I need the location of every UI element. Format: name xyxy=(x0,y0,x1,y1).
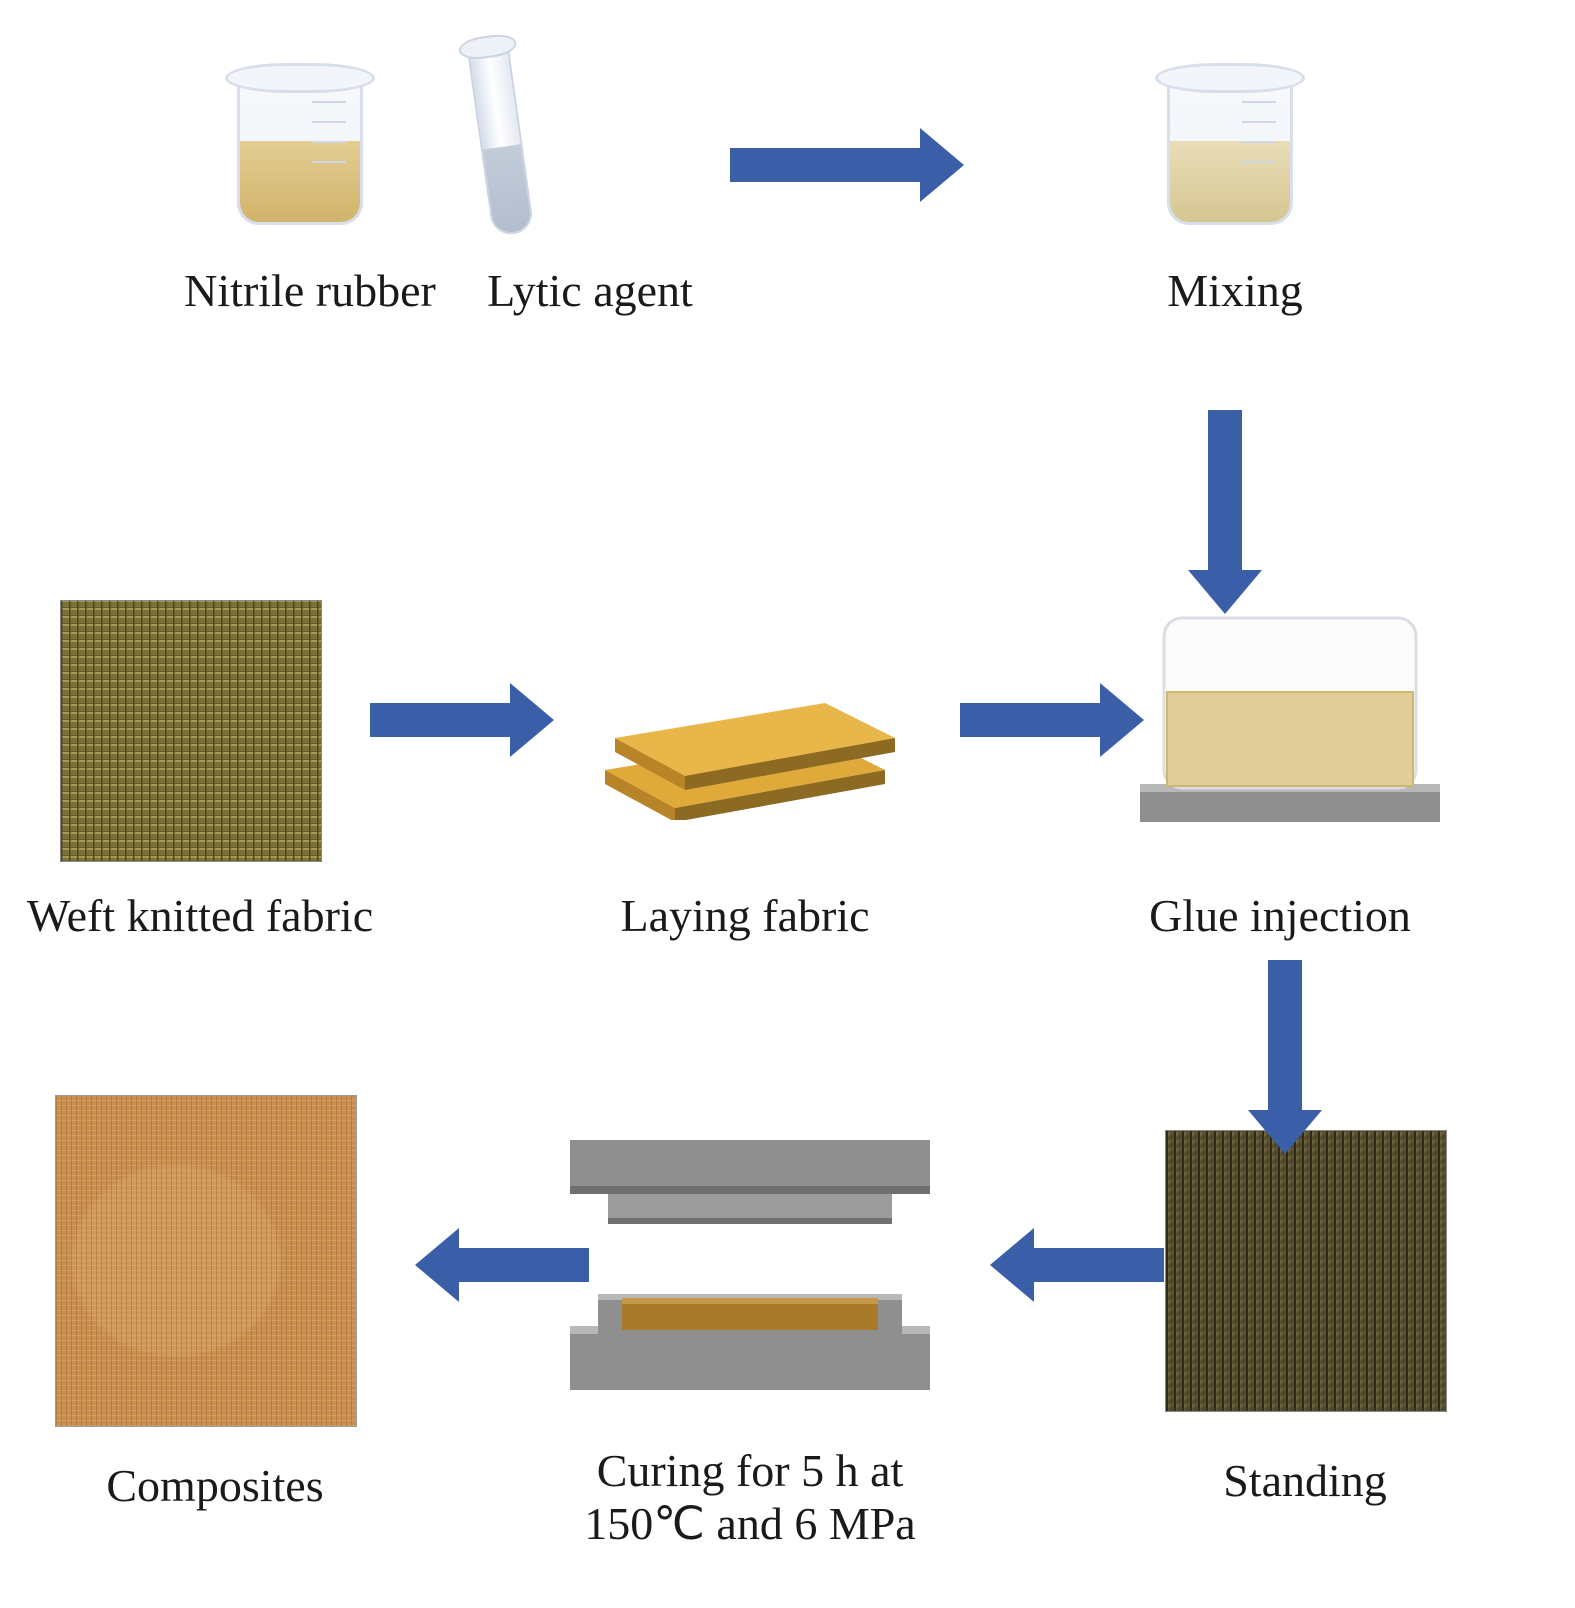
composites-label: Composites xyxy=(75,1460,355,1513)
mixing-beaker xyxy=(1155,55,1305,225)
composites-swatch xyxy=(55,1095,357,1427)
weft-swatch xyxy=(60,600,322,862)
weft-label: Weft knitted fabric xyxy=(0,890,400,943)
glue-mold-icon xyxy=(1140,600,1440,800)
flow-arrow xyxy=(1188,410,1262,614)
glue-injection xyxy=(1140,600,1440,800)
beaker-icon xyxy=(225,55,375,225)
diagram-canvas: Nitrile rubber Lytic agent Mixing Weft k… xyxy=(0,0,1575,1608)
standing-swatch xyxy=(1165,1130,1447,1412)
lytic-label: Lytic agent xyxy=(460,265,720,318)
flow-arrow xyxy=(370,683,554,757)
flow-arrow xyxy=(1248,960,1322,1154)
standing-label: Standing xyxy=(1185,1455,1425,1508)
standing-swatch-icon xyxy=(1165,1130,1447,1412)
laying-label: Laying fabric xyxy=(595,890,895,943)
flow-arrow xyxy=(730,128,964,202)
laying-sheets xyxy=(585,620,905,820)
nitrile-label: Nitrile rubber xyxy=(170,265,450,318)
press-mold-icon xyxy=(560,1130,920,1390)
stacked-sheets-icon xyxy=(585,620,905,820)
beaker-icon xyxy=(1155,55,1305,225)
curing-label: Curing for 5 h at 150℃ and 6 MPa xyxy=(530,1445,970,1551)
lytic-tube xyxy=(455,35,535,235)
flow-arrow xyxy=(990,1228,1164,1302)
test-tube-icon xyxy=(451,31,548,239)
fabric-swatch-icon xyxy=(60,600,322,862)
curing-press xyxy=(560,1130,920,1390)
flow-arrow xyxy=(960,683,1144,757)
nitrile-beaker xyxy=(225,55,375,225)
glue-label: Glue injection xyxy=(1120,890,1440,943)
composite-swatch-icon xyxy=(55,1095,357,1427)
mixing-label: Mixing xyxy=(1135,265,1335,318)
flow-arrow xyxy=(415,1228,589,1302)
